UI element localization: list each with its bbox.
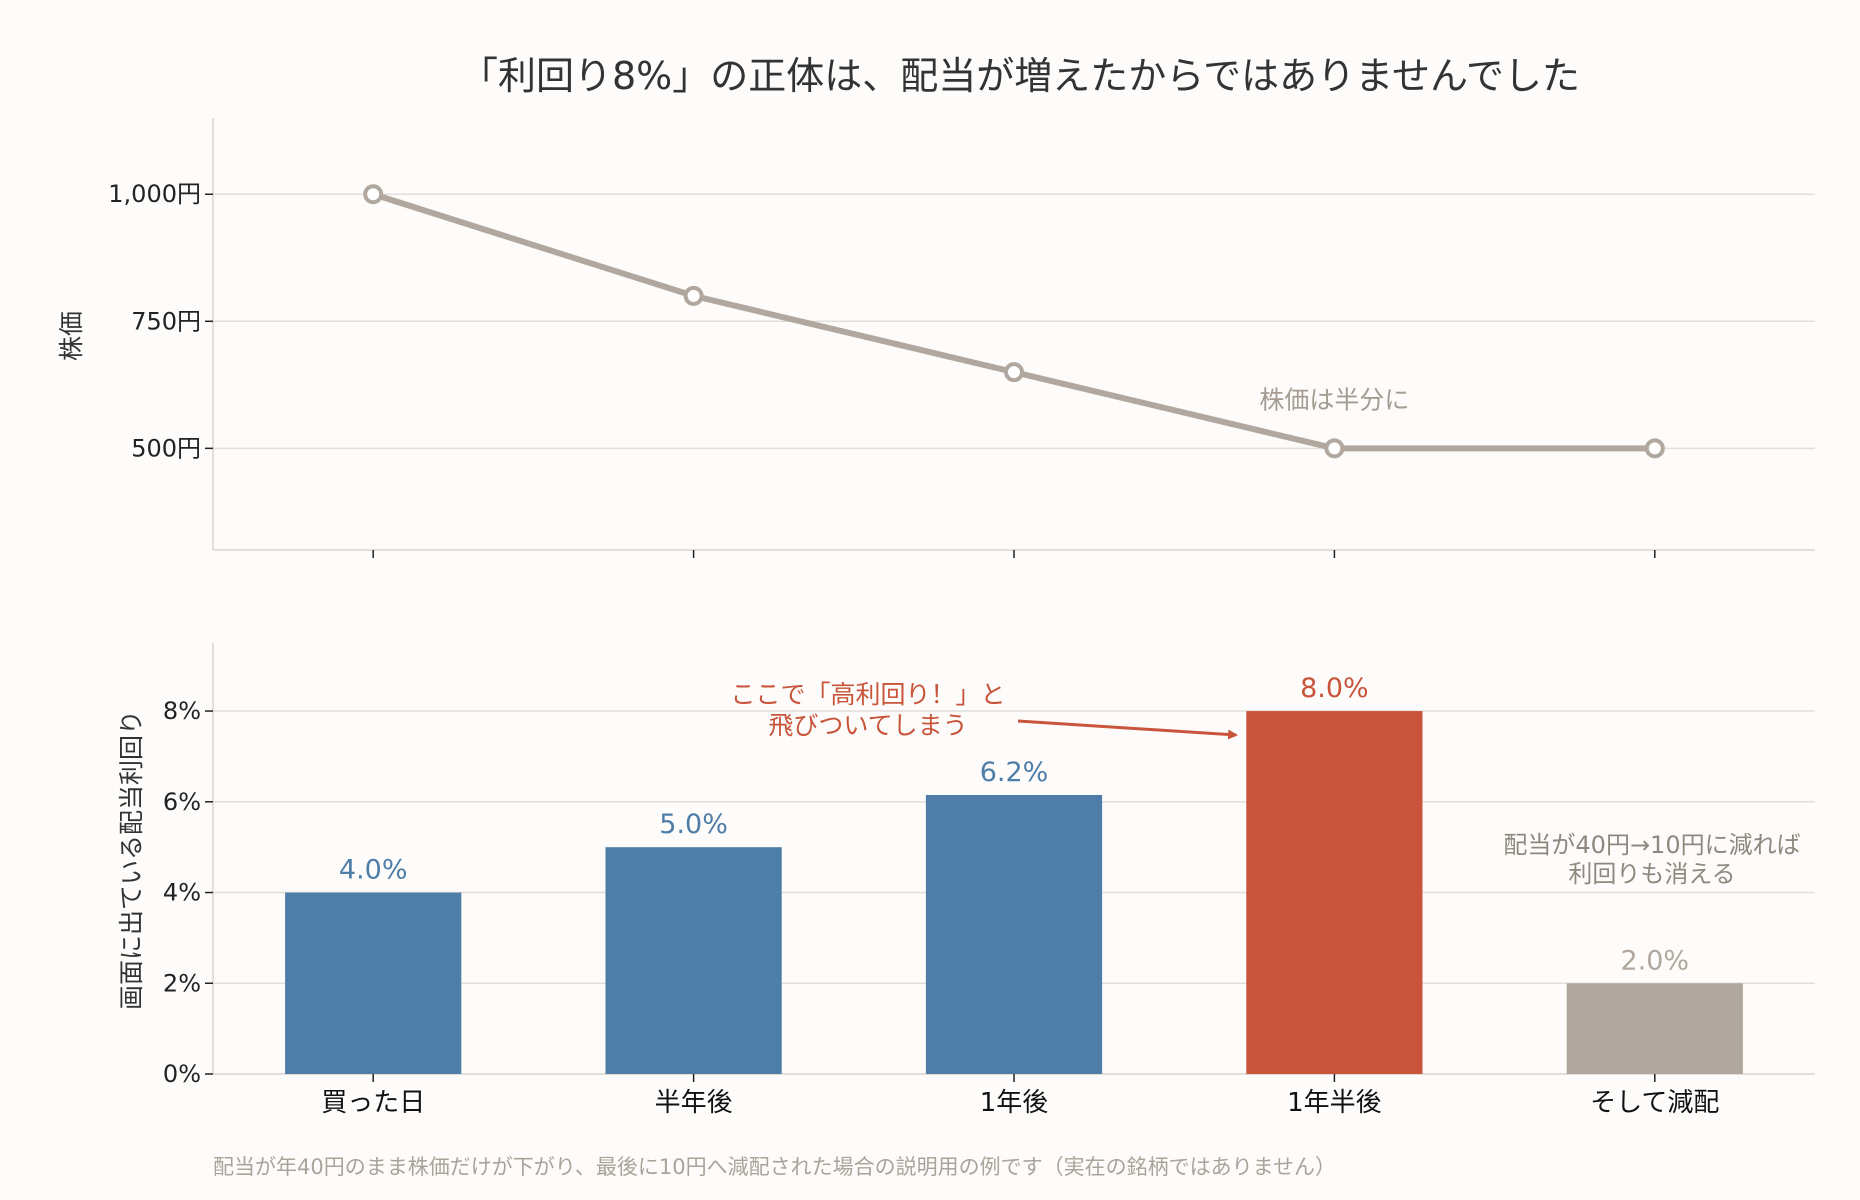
yield-value-label: 5.0% xyxy=(659,809,728,840)
yield-y-ticks: 0% 2% 4% 6% 8% xyxy=(163,697,213,1088)
x-category-labels: 買った日 半年後 1年後 1年半後 そして減配 xyxy=(321,1074,1719,1118)
yield-bar xyxy=(1246,711,1423,1074)
yield-value-labels: 4.0% 5.0% 6.2% 8.0% 2.0% xyxy=(339,673,1689,976)
dividend-cut-annotation-line-2: 利回りも消える xyxy=(1568,860,1735,888)
yield-value-label: 2.0% xyxy=(1620,945,1689,976)
price-point xyxy=(683,285,704,306)
yield-y-tick-label: 6% xyxy=(163,788,201,816)
price-panel: 500円 750円 1,000円 株価 株価は半分に xyxy=(57,118,1815,558)
jump-in-annotation: ここで「高利回り！」と 飛びついてしまう xyxy=(730,680,1238,740)
price-point xyxy=(1004,362,1024,383)
x-category-label: 1年半後 xyxy=(1287,1088,1382,1118)
yield-value-label: 4.0% xyxy=(339,855,408,886)
yield-value-label: 6.2% xyxy=(980,757,1049,788)
price-point xyxy=(363,184,384,205)
yield-y-tick-label: 0% xyxy=(163,1060,201,1088)
price-point xyxy=(1644,438,1665,459)
yield-y-tick-label: 4% xyxy=(163,879,201,907)
yield-value-label: 8.0% xyxy=(1300,673,1369,704)
yield-y-axis-label: 画面に出ている配当利回り xyxy=(117,710,146,1010)
price-y-tick-label: 750円 xyxy=(131,307,201,335)
price-markers xyxy=(363,184,1665,459)
jump-in-arrow xyxy=(1017,719,1238,740)
dividend-cut-annotation-line-1: 配当が40円→10円に減れば xyxy=(1503,831,1800,859)
x-category-label: 買った日 xyxy=(321,1088,425,1118)
x-category-label: そして減配 xyxy=(1590,1088,1719,1118)
price-x-ticks xyxy=(372,550,1656,558)
price-y-tick-label: 500円 xyxy=(131,434,201,462)
yield-y-tick-label: 2% xyxy=(163,969,201,997)
x-category-label: 半年後 xyxy=(655,1088,733,1118)
price-y-ticks: 500円 750円 1,000円 xyxy=(108,180,213,462)
yield-bar xyxy=(605,847,782,1074)
footnote: 配当が年40円のまま株価だけが下がり、最後に10円へ減配された場合の説明用の例で… xyxy=(213,1155,1336,1179)
price-gridlines xyxy=(213,193,1815,450)
jump-in-annotation-line-1: ここで「高利回り！」と xyxy=(730,680,1005,709)
x-category-label: 1年後 xyxy=(980,1088,1049,1118)
dividend-cut-annotation: 配当が40円→10円に減れば 利回りも消える xyxy=(1503,831,1800,888)
yield-panel: 0% 2% 4% 6% 8% 4.0% 5.0% 6.2% 8.0% 2.0% 買った日 半年後 1… xyxy=(117,643,1815,1118)
price-y-axis-label: 株価 xyxy=(57,311,86,361)
price-point xyxy=(1324,438,1345,459)
yield-y-tick-label: 8% xyxy=(163,697,201,725)
jump-in-annotation-line-2: 飛びついてしまう xyxy=(768,711,967,740)
yield-bar xyxy=(1566,983,1743,1074)
yield-bar xyxy=(925,794,1103,1074)
price-annotation: 株価は半分に xyxy=(1259,385,1409,414)
yield-bars xyxy=(285,711,1743,1074)
yield-bar xyxy=(285,892,462,1074)
chart-title: 「利回り8%」の正体は、配当が増えたからではありませんでした xyxy=(460,54,1580,98)
price-y-tick-label: 1,000円 xyxy=(108,180,201,208)
